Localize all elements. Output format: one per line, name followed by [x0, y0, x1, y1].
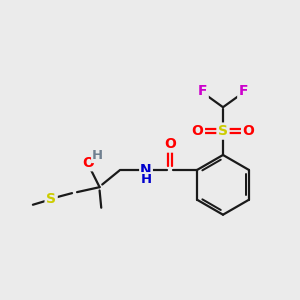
Text: O: O [82, 156, 94, 170]
Text: S: S [46, 192, 56, 206]
Text: N: N [140, 163, 152, 177]
Text: O: O [164, 137, 176, 151]
Text: S: S [218, 124, 228, 138]
Text: H: H [92, 149, 103, 163]
Text: F: F [239, 84, 248, 98]
Text: F: F [198, 84, 207, 98]
Text: H: H [140, 173, 152, 186]
Text: O: O [191, 124, 203, 138]
Text: O: O [243, 124, 254, 138]
